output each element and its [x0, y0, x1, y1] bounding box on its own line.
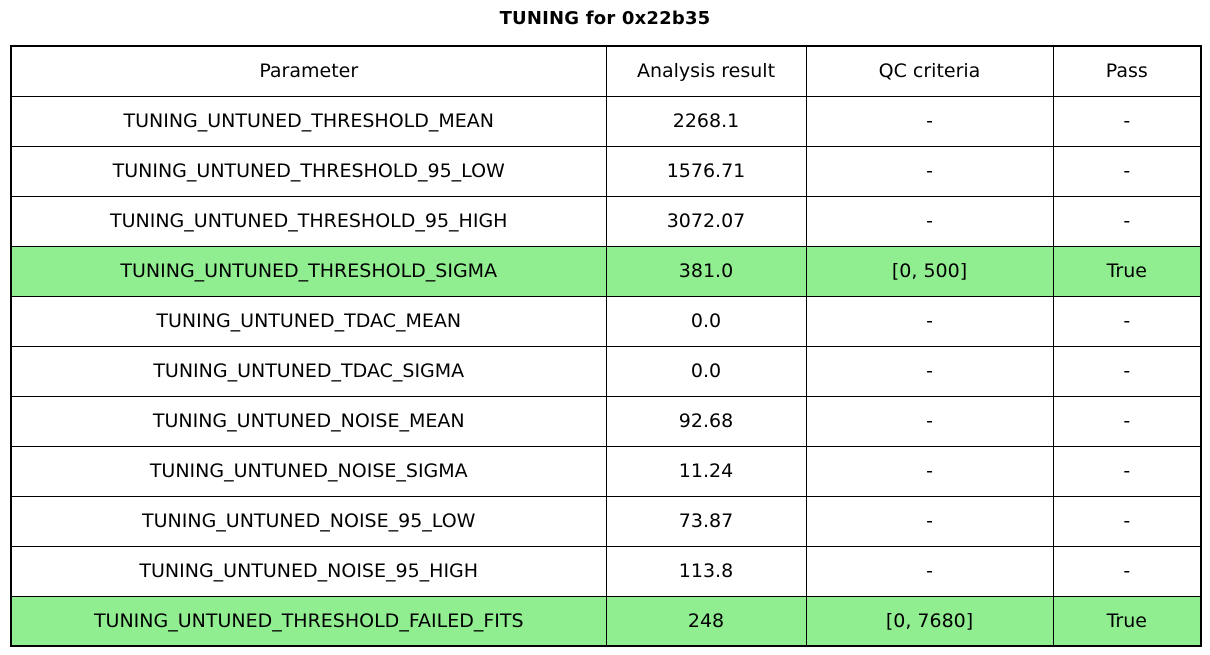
analysis-result-cell: 381.0: [605, 245, 807, 297]
table-row: TUNING_UNTUNED_NOISE_SIGMA 11.24- -: [10, 445, 1202, 497]
page-title: TUNING for 0x22b35: [499, 8, 711, 29]
qc-criteria-cell: -: [805, 95, 1054, 147]
pass-cell: -: [1052, 545, 1202, 597]
analysis-result-cell: 113.8: [605, 545, 807, 597]
pass-cell: True: [1052, 245, 1202, 297]
column-header-pass: Pass: [1052, 45, 1202, 97]
parameter-cell: TUNING_UNTUNED_NOISE_95_HIGH: [10, 545, 607, 597]
analysis-result-cell: 11.24: [605, 445, 807, 497]
analysis-result-cell: 248: [605, 595, 807, 647]
analysis-result-cell: 92.68: [605, 395, 807, 447]
table-row: TUNING_UNTUNED_THRESHOLD_95_LOW 1576.71- -: [10, 145, 1202, 197]
analysis-result-cell: 0.0: [605, 295, 807, 347]
parameter-cell: TUNING_UNTUNED_TDAC_MEAN: [10, 295, 607, 347]
parameter-cell: TUNING_UNTUNED_THRESHOLD_FAILED_FITS: [10, 595, 607, 647]
qc-criteria-cell: -: [805, 345, 1054, 397]
qc-criteria-cell: -: [805, 395, 1054, 447]
table-row: TUNING_UNTUNED_NOISE_95_HIGH 113.8- -: [10, 545, 1202, 597]
qc-criteria-cell: -: [805, 195, 1054, 247]
table-row: TUNING_UNTUNED_TDAC_MEAN 0.0- -: [10, 295, 1202, 347]
qc-criteria-cell: [0, 7680]: [805, 595, 1054, 647]
qc-criteria-cell: -: [805, 545, 1054, 597]
parameter-cell: TUNING_UNTUNED_THRESHOLD_95_LOW: [10, 145, 607, 197]
tuning-qc-table: Parameter Analysis result QC criteria Pa…: [10, 45, 1202, 647]
analysis-result-cell: 1576.71: [605, 145, 807, 197]
analysis-result-cell: 0.0: [605, 345, 807, 397]
qc-criteria-cell: -: [805, 145, 1054, 197]
parameter-cell: TUNING_UNTUNED_THRESHOLD_95_HIGH: [10, 195, 607, 247]
qc-criteria-cell: -: [805, 295, 1054, 347]
column-header-analysis-result: Analysis result: [605, 45, 807, 97]
pass-cell: -: [1052, 445, 1202, 497]
qc-criteria-cell: [0, 500]: [805, 245, 1054, 297]
parameter-cell: TUNING_UNTUNED_NOISE_SIGMA: [10, 445, 607, 497]
table-header-row: Parameter Analysis result QC criteria Pa…: [10, 45, 1202, 97]
table-row: TUNING_UNTUNED_THRESHOLD_FAILED_FITS 248[…: [10, 595, 1202, 647]
table-row: TUNING_UNTUNED_NOISE_MEAN 92.68- -: [10, 395, 1202, 447]
qc-criteria-cell: -: [805, 495, 1054, 547]
table-row: TUNING_UNTUNED_NOISE_95_LOW 73.87- -: [10, 495, 1202, 547]
parameter-cell: TUNING_UNTUNED_THRESHOLD_SIGMA: [10, 245, 607, 297]
table-row: TUNING_UNTUNED_THRESHOLD_95_HIGH 3072.07-…: [10, 195, 1202, 247]
column-header-parameter: Parameter: [10, 45, 607, 97]
table-row: TUNING_UNTUNED_THRESHOLD_SIGMA 381.0 [0, 5…: [10, 245, 1202, 297]
pass-cell: -: [1052, 495, 1202, 547]
pass-cell: -: [1052, 95, 1202, 147]
pass-cell: -: [1052, 195, 1202, 247]
parameter-cell: TUNING_UNTUNED_THRESHOLD_MEAN: [10, 95, 607, 147]
parameter-cell: TUNING_UNTUNED_NOISE_95_LOW: [10, 495, 607, 547]
analysis-result-cell: 3072.07: [605, 195, 807, 247]
analysis-result-cell: 73.87: [605, 495, 807, 547]
column-header-qc-criteria: QC criteria: [805, 45, 1054, 97]
analysis-result-cell: 2268.1: [605, 95, 807, 147]
parameter-cell: TUNING_UNTUNED_NOISE_MEAN: [10, 395, 607, 447]
pass-cell: -: [1052, 145, 1202, 197]
pass-cell: -: [1052, 395, 1202, 447]
qc-criteria-cell: -: [805, 445, 1054, 497]
table-row: TUNING_UNTUNED_THRESHOLD_MEAN 2268.1- -: [10, 95, 1202, 147]
table-row: TUNING_UNTUNED_TDAC_SIGMA 0.0- -: [10, 345, 1202, 397]
pass-cell: -: [1052, 295, 1202, 347]
pass-cell: -: [1052, 345, 1202, 397]
pass-cell: True: [1052, 595, 1202, 647]
parameter-cell: TUNING_UNTUNED_TDAC_SIGMA: [10, 345, 607, 397]
